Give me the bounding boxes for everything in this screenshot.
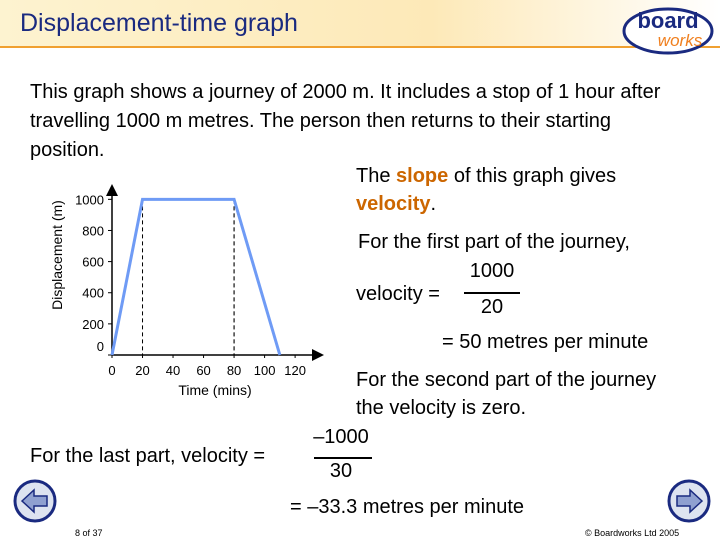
x-tick-label: 100 xyxy=(254,363,276,378)
title: Displacement-time graph xyxy=(20,9,298,37)
text: . xyxy=(430,193,437,215)
data-line xyxy=(110,197,282,356)
x-tick-label: 80 xyxy=(227,363,241,378)
slope-sentence: The slope of this graph gives velocity. xyxy=(356,162,686,218)
denominator: 30 xyxy=(329,460,353,482)
text: The xyxy=(356,165,397,187)
fraction-bar xyxy=(464,292,520,294)
prev-button[interactable] xyxy=(12,478,58,524)
next-button[interactable] xyxy=(666,478,712,524)
x-tick-label: 20 xyxy=(135,363,149,378)
page-number: 8 of 37 xyxy=(75,528,103,538)
text: of this graph gives xyxy=(448,165,617,187)
fraction-bar xyxy=(314,457,372,459)
first-part: For the first part of the journey, xyxy=(358,231,630,253)
logo-text: board xyxy=(637,8,698,33)
y-tick-label: 1000 xyxy=(75,192,104,207)
highlight: velocity xyxy=(356,193,431,215)
header-bar: Displacement-time graph xyxy=(0,0,720,48)
logo: board works xyxy=(622,7,714,55)
x-axis-label: Time (mins) xyxy=(178,382,251,398)
last-result: = –33.3 metres per minute xyxy=(290,496,525,518)
numerator: –1000 xyxy=(313,426,369,448)
y-tick-label: 400 xyxy=(82,286,104,301)
intro-text: This graph shows a journey of 2000 m. It… xyxy=(30,81,661,161)
x-tick-label: 120 xyxy=(284,363,306,378)
last-part: For the last part, velocity = xyxy=(30,445,266,467)
y-tick-label: 800 xyxy=(82,223,104,238)
second-part: For the second part of the journey the v… xyxy=(356,369,657,419)
first-result: = 50 metres per minute xyxy=(442,331,649,353)
copyright: © Boardworks Ltd 2005 xyxy=(585,528,680,538)
denominator: 20 xyxy=(480,296,504,318)
highlight: slope xyxy=(396,165,449,187)
logo-text: works xyxy=(658,31,703,50)
logo-ring xyxy=(622,7,714,55)
x-tick-label: 60 xyxy=(196,363,210,378)
y-tick-label: 0 xyxy=(97,339,104,354)
y-tick-label: 600 xyxy=(82,255,104,270)
x-tick-label: 0 xyxy=(108,363,115,378)
x-tick-label: 40 xyxy=(166,363,180,378)
numerator: 1000 xyxy=(469,260,515,282)
velocity-label: velocity = xyxy=(356,283,440,305)
y-axis-label: Displacement (m) xyxy=(49,200,65,310)
y-tick-label: 200 xyxy=(82,317,104,332)
